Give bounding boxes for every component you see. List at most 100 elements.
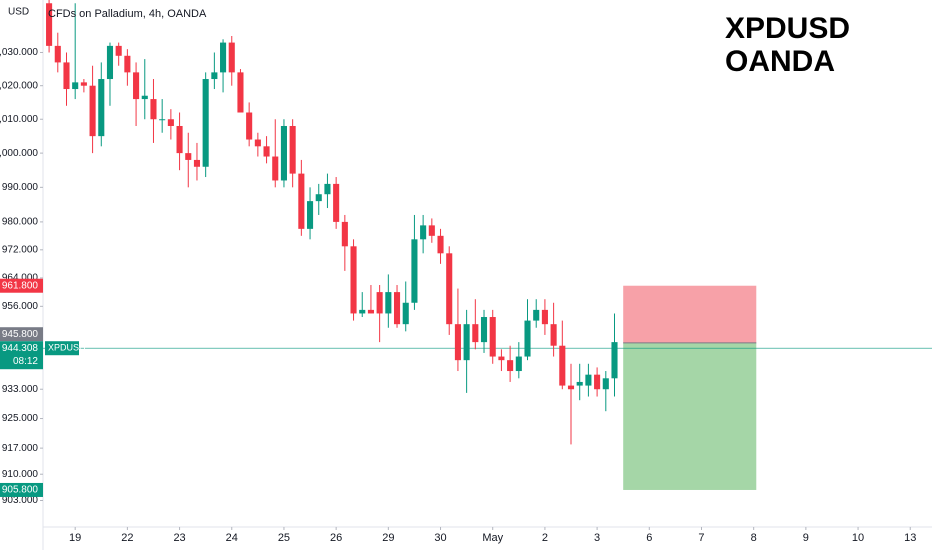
candle-body [211, 72, 218, 80]
candle-body [602, 378, 609, 390]
candle-body [507, 360, 514, 372]
candle-body [193, 159, 201, 167]
x-tick-label: 9 [803, 532, 809, 544]
price-badge-label: 961.800 [2, 280, 39, 291]
candle-body [63, 62, 70, 90]
candle-body [237, 72, 244, 113]
candle-body [333, 183, 340, 222]
x-tick-label: 13 [904, 532, 916, 544]
candle-body [289, 125, 296, 174]
price-badge-label: 905.800 [2, 485, 39, 496]
candle-body [106, 45, 114, 80]
legend-title: CFDs on Palladium, 4h, OANDA [48, 8, 207, 20]
candle-body [124, 55, 131, 73]
candle-body [150, 99, 157, 120]
candle-body [72, 82, 79, 90]
x-tick-label: May [482, 532, 503, 544]
candle-body [298, 173, 305, 229]
candle-body [463, 324, 470, 361]
candle-body [524, 320, 531, 357]
candle-body [133, 72, 140, 100]
candle-body [550, 324, 557, 346]
x-tick-label: 7 [698, 532, 704, 544]
x-tick-label: 3 [594, 532, 600, 544]
price-badge [0, 482, 43, 497]
stop-zone [623, 285, 757, 343]
y-tick-label: 980.000 [2, 217, 39, 228]
candle-body [411, 239, 418, 303]
candle-body [280, 125, 287, 181]
candle-body [446, 253, 453, 325]
candle-body [559, 345, 566, 386]
candle-body [98, 79, 105, 137]
candle-body [594, 374, 601, 390]
y-tick-label: 1,000.000 [0, 148, 38, 159]
annotation: XPDUSD [725, 12, 850, 45]
candle-body [489, 317, 496, 357]
y-tick-label: 972.000 [2, 244, 39, 255]
candle-body [89, 85, 96, 137]
x-tick-label: 6 [646, 532, 652, 544]
candle-body [402, 302, 409, 325]
candle-body [115, 45, 122, 56]
candle-body [228, 42, 235, 73]
y-tick-label: 925.000 [2, 413, 39, 424]
x-tick-label: 19 [69, 532, 81, 544]
candle-body [454, 324, 461, 361]
candle-body [498, 356, 505, 361]
x-tick-label: 10 [852, 532, 864, 544]
candle-body [54, 45, 61, 63]
candle-body [393, 292, 401, 325]
candle-body [472, 324, 479, 343]
candle-body [202, 79, 209, 167]
current-price-badge [0, 341, 43, 370]
price-badge-label: 945.800 [2, 329, 39, 340]
candle-body [428, 225, 435, 236]
candle-body [315, 194, 322, 202]
x-tick-label: 22 [121, 532, 133, 544]
symbol-label: XPDUSD [48, 343, 86, 353]
annotation: OANDA [725, 45, 835, 78]
candle-body [159, 119, 166, 121]
candle-body [220, 42, 227, 73]
target-zone [623, 342, 757, 490]
candle-body [515, 356, 522, 372]
candle-body [307, 201, 314, 229]
symbol-badge [45, 341, 79, 356]
candle-body [533, 309, 540, 321]
x-tick-label: 29 [382, 532, 394, 544]
candle-body [246, 112, 253, 140]
y-tick-label: 956.000 [2, 301, 39, 312]
candle-body [272, 156, 279, 181]
x-tick-label: 30 [434, 532, 446, 544]
x-tick-label: 26 [330, 532, 342, 544]
price-badge [0, 327, 43, 342]
plot [43, 0, 932, 490]
axis-unit: USD [8, 7, 29, 18]
candle-body [350, 246, 357, 314]
candle-body [567, 385, 575, 390]
current-price-label: 944.308 [2, 343, 39, 354]
x-tick-label: 2 [542, 532, 548, 544]
x-tick-label: 8 [751, 532, 757, 544]
y-tick-label: 933.000 [2, 384, 39, 395]
candle-body [367, 309, 374, 314]
candle-body [141, 95, 148, 100]
y-tick-label: 1,030.000 [0, 47, 38, 58]
candle-body [611, 342, 618, 379]
candle-body [359, 309, 366, 314]
candle-body [167, 119, 174, 126]
x-tick-label: 25 [278, 532, 290, 544]
candle-body [541, 309, 548, 325]
x-tick-label: 23 [173, 532, 185, 544]
y-tick-label: 990.000 [2, 182, 39, 193]
candle-body [80, 82, 87, 86]
y-tick-label: 1,020.000 [0, 80, 38, 91]
y-tick-label: 910.000 [2, 469, 39, 480]
candle-body [585, 374, 592, 386]
candle-body [376, 292, 383, 314]
candle-body [420, 225, 427, 240]
candle-body [385, 292, 392, 314]
